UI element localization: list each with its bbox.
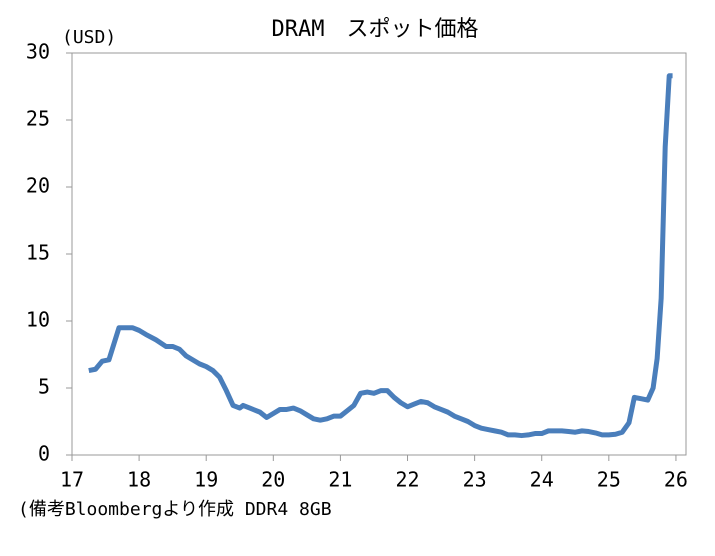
chart-title: DRAM スポット価格: [272, 17, 479, 42]
x-tick-label: 23: [463, 468, 487, 492]
y-tick-label: 5: [38, 375, 50, 399]
y-axis-label: (USD): [62, 27, 116, 48]
x-tick-label: 21: [328, 468, 352, 492]
y-tick-label: 10: [26, 308, 50, 332]
y-tick-label: 25: [26, 107, 50, 131]
x-tick-label: 26: [664, 468, 688, 492]
x-tick-label: 24: [530, 468, 554, 492]
y-tick-label: 30: [26, 40, 50, 64]
x-tick-label: 17: [60, 468, 84, 492]
plot-frame: [71, 52, 687, 456]
x-tick-label: 19: [194, 468, 218, 492]
y-tick-label: 15: [26, 241, 50, 265]
x-tick-label: 20: [261, 468, 285, 492]
x-tick-label: 22: [395, 468, 419, 492]
y-tick-label: 0: [38, 442, 50, 466]
x-tick-label: 25: [597, 468, 621, 492]
x-tick-label: 18: [127, 468, 151, 492]
y-tick-label: 20: [26, 174, 50, 198]
note: (備考Bloombergより作成 DDR4 8GB: [18, 499, 332, 520]
data-line: [88, 73, 673, 439]
